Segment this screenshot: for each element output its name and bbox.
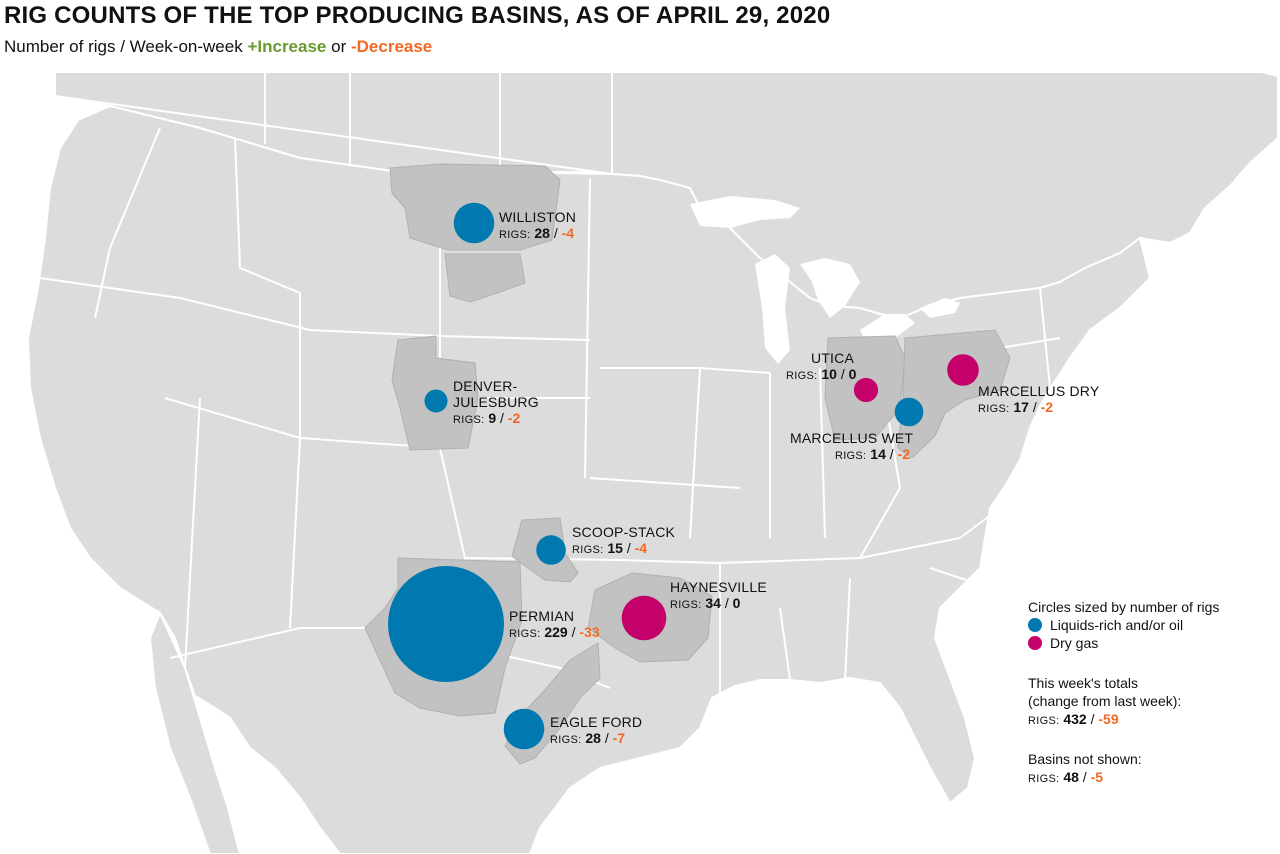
scoop-rigs-label: RIGS: [572, 544, 604, 556]
haynesville-rigs-label: RIGS: [670, 599, 702, 611]
marcellus-dry-rigs: 17 [1013, 399, 1029, 415]
utica-change: 0 [848, 366, 857, 382]
dj-rigs-label: RIGS: [453, 414, 485, 426]
label-denver-julesburg: DENVER- JULESBURG RIGS: 9 / -2 [453, 378, 539, 426]
basin-circles [388, 202, 979, 750]
haynesville-name: HAYNESVILLE [670, 579, 767, 595]
utica-name: UTICA [811, 350, 854, 366]
marcellus-dry-circle [947, 354, 979, 386]
eagle-ford-change: -7 [612, 730, 626, 746]
subtitle-or: or [331, 37, 347, 56]
eagle-ford-circle [503, 708, 545, 750]
map-subtitle: Number of rigs / Week-on-week +Increase … [4, 37, 432, 57]
us-basin-map [0, 68, 1280, 854]
totals-line1: This week's totals [1028, 675, 1139, 691]
scoop-change: -4 [634, 540, 648, 556]
scoop-name: SCOOP-STACK [572, 524, 676, 540]
eagle-ford-rigs: 28 [585, 730, 601, 746]
map-legend: Circles sized by number of rigs Liquids-… [1028, 598, 1219, 788]
not-shown-change: -5 [1090, 769, 1104, 785]
label-scoop-stack: SCOOP-STACK RIGS: 15 / -4 [572, 524, 676, 556]
scoop-rigs: 15 [607, 540, 623, 556]
marcellus-wet-name: MARCELLUS WET [790, 430, 914, 446]
williston-rigs: 28 [534, 225, 550, 241]
marcellus-dry-name: MARCELLUS DRY [978, 383, 1100, 399]
not-shown-rigs-label: RIGS: [1028, 773, 1060, 785]
totals-line2: (change from last week): [1028, 693, 1182, 709]
williston-name: WILLISTON [499, 209, 577, 225]
map-title: RIG COUNTS OF THE TOP PRODUCING BASINS, … [4, 2, 831, 29]
legend-liquids: Liquids-rich and/or oil [1028, 616, 1219, 634]
scoop-stack-circle [536, 535, 566, 565]
haynesville-change: 0 [732, 595, 741, 611]
permian-rigs: 229 [544, 624, 568, 640]
legend-totals: This week's totals (change from last wee… [1028, 674, 1219, 730]
permian-change: -33 [579, 624, 600, 640]
label-eagle-ford: EAGLE FORD RIGS: 28 / -7 [550, 714, 643, 746]
marcellus-wet-rigs: 14 [870, 446, 886, 462]
utica-rigs-label: RIGS: [786, 370, 818, 382]
williston-change: -4 [561, 225, 575, 241]
dj-rigs: 9 [488, 410, 497, 426]
williston-rigs-label: RIGS: [499, 229, 531, 241]
label-marcellus-dry: MARCELLUS DRY RIGS: 17 / -2 [978, 383, 1100, 415]
legend-dry-gas-label: Dry gas [1050, 635, 1099, 651]
totals-rigs-label: RIGS: [1028, 715, 1060, 727]
baja-california [148, 610, 242, 854]
dj-change: -2 [507, 410, 521, 426]
legend-heading: Circles sized by number of rigs [1028, 599, 1220, 615]
marcellus-wet-change: -2 [897, 446, 910, 462]
permian-rigs-label: RIGS: [509, 628, 541, 640]
eagle-ford-rigs-label: RIGS: [550, 734, 582, 746]
marcellus-dry-change: -2 [1040, 399, 1054, 415]
totals-change: -59 [1098, 711, 1119, 727]
marcellus-area [897, 329, 1011, 459]
not-shown-heading: Basins not shown: [1028, 751, 1142, 767]
marcellus-dry-rigs-label: RIGS: [978, 403, 1010, 415]
label-permian: PERMIAN RIGS: 229 / -33 [509, 608, 600, 640]
label-haynesville: HAYNESVILLE RIGS: 34 / 0 [670, 579, 767, 611]
legend-dry-gas: Dry gas [1028, 634, 1219, 652]
legend-liquids-label: Liquids-rich and/or oil [1050, 617, 1184, 633]
williston-south-area [444, 253, 526, 303]
totals-rigs: 432 [1063, 711, 1087, 727]
legend-not-shown: Basins not shown: RIGS: 48 / -5 [1028, 750, 1219, 788]
permian-circle [388, 566, 504, 682]
subtitle-prefix: Number of rigs / Week-on-week [4, 37, 243, 56]
dry-gas-dot-icon [1028, 636, 1042, 650]
label-utica: UTICA RIGS: 10 / 0 [786, 350, 857, 382]
marcellus-wet-rigs-label: RIGS: [834, 450, 867, 462]
dj-name-line2: JULESBURG [453, 394, 539, 410]
dj-name-line1: DENVER- [453, 378, 518, 394]
utica-circle [853, 377, 879, 403]
marcellus-wet-circle [894, 397, 924, 427]
not-shown-rigs: 48 [1063, 769, 1079, 785]
haynesville-circle [621, 595, 667, 641]
eagle-ford-name: EAGLE FORD [550, 714, 643, 730]
subtitle-increase: +Increase [247, 37, 327, 56]
permian-name: PERMIAN [509, 608, 575, 624]
great-lakes [690, 196, 960, 364]
denver-julesburg-circle [424, 389, 448, 413]
subtitle-decrease: -Decrease [350, 37, 433, 56]
utica-rigs: 10 [821, 366, 837, 382]
liquids-dot-icon [1028, 618, 1042, 632]
haynesville-rigs: 34 [705, 595, 721, 611]
label-williston: WILLISTON RIGS: 28 / -4 [499, 209, 577, 241]
label-marcellus-wet: MARCELLUS WET RIGS: 14 / -2 [790, 430, 914, 462]
williston-circle [453, 202, 495, 244]
